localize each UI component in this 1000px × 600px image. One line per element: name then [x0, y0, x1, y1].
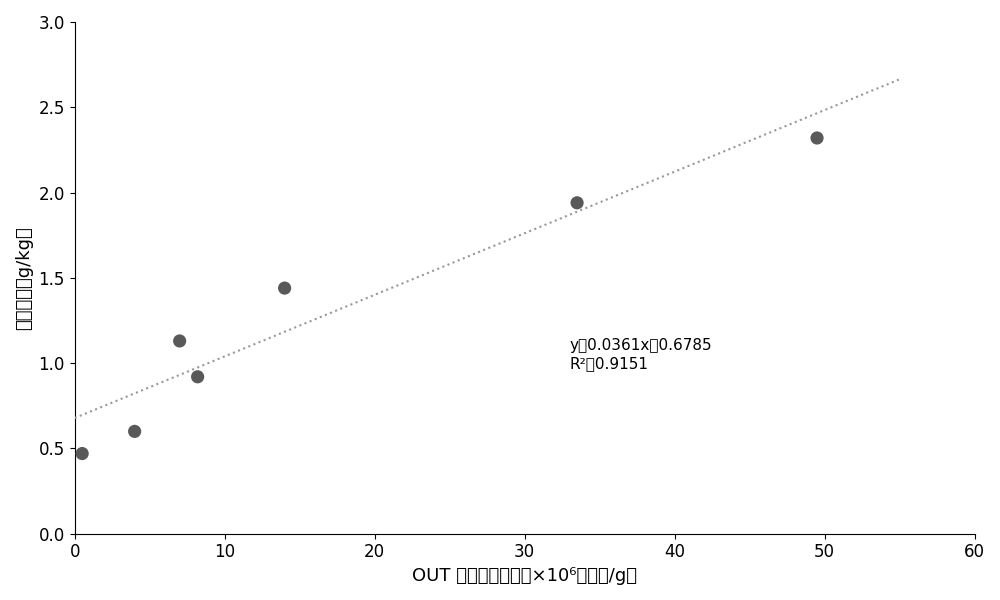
Point — [569, 198, 585, 208]
Point — [172, 336, 188, 346]
Point — [277, 283, 293, 293]
Y-axis label: 全氮含量（g/kg）: 全氮含量（g/kg） — [15, 226, 33, 330]
Text: y＝0.0361x＋0.6785
R²＝0.9151: y＝0.0361x＋0.6785 R²＝0.9151 — [570, 338, 712, 371]
Point — [809, 133, 825, 143]
Point — [74, 449, 90, 458]
Point — [127, 427, 143, 436]
X-axis label: OUT 的拷贝数含量（×10⁶拷贝数/g）: OUT 的拷贝数含量（×10⁶拷贝数/g） — [412, 567, 637, 585]
Point — [190, 372, 206, 382]
